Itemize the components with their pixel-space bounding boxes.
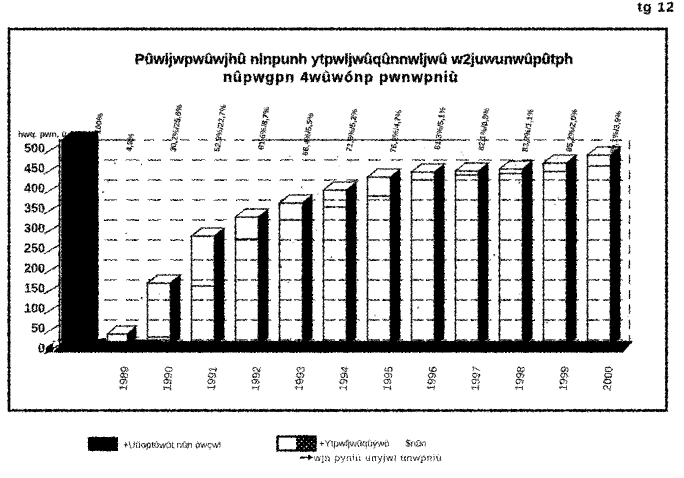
svg-text:4,8%: 4,8% — [125, 133, 136, 152]
svg-text:400: 400 — [24, 182, 45, 196]
svg-text:200: 200 — [24, 262, 45, 276]
svg-text:500: 500 — [24, 142, 45, 156]
svg-text:nûpwgpn 4wûwónp pwnwpniù: nûpwgpn 4wûwónp pwnwpniù — [223, 70, 459, 86]
svg-text:100: 100 — [24, 302, 45, 316]
svg-text:1991: 1991 — [206, 366, 220, 391]
svg-text:450: 450 — [24, 162, 45, 176]
svg-text:1999: 1999 — [558, 366, 572, 391]
svg-text:1998: 1998 — [514, 366, 528, 391]
svg-text:150: 150 — [24, 282, 45, 296]
svg-text:50: 50 — [31, 322, 45, 336]
svg-text:1989: 1989 — [118, 366, 132, 391]
svg-text:100%: 100% — [93, 113, 105, 135]
svg-text:300: 300 — [24, 222, 45, 236]
svg-text:250: 250 — [24, 242, 45, 256]
svg-text:1990: 1990 — [162, 366, 176, 391]
svg-text:0: 0 — [38, 342, 45, 356]
svg-text:1997: 1997 — [470, 366, 484, 391]
svg-text:+Ytpwljwûqûýwò $nûn: +Ytpwljwûqûýwò $nûn — [319, 439, 426, 450]
svg-text:hwq. pwn. ù.: hwq. pwn. ù. — [18, 129, 69, 139]
svg-text:1996: 1996 — [426, 366, 440, 391]
svg-text:350: 350 — [24, 202, 45, 216]
svg-text:1995: 1995 — [382, 366, 396, 391]
svg-text:2000: 2000 — [602, 366, 616, 391]
svg-text:wjn pyniù unyjwl unwpniù: wjn pyniù unyjwl unwpniù — [313, 453, 442, 464]
svg-text:Pûwljwpwûwjhû nlnpunh ytpwljwû: Pûwljwpwûwjhû nlnpunh ytpwljwûqûnnwljwû … — [135, 52, 573, 68]
svg-text:tg 12: tg 12 — [637, 0, 675, 15]
svg-text:1992: 1992 — [250, 366, 264, 391]
svg-text:+Uûoptùwût nûn òwçwl: +Uûoptùwût nûn òwçwl — [123, 440, 221, 451]
svg-text:1994: 1994 — [338, 366, 352, 391]
svg-text:1993: 1993 — [294, 366, 308, 391]
